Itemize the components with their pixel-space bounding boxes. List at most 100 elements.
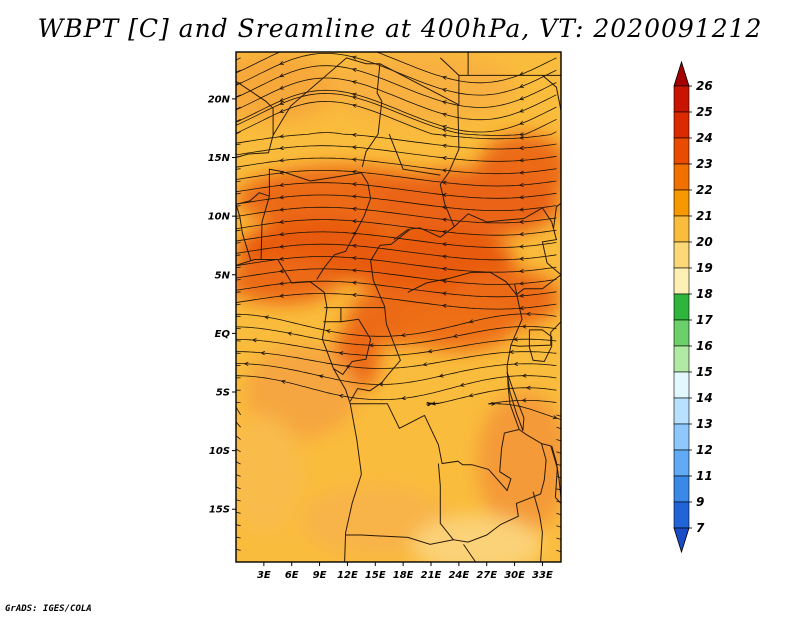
streamline	[236, 219, 557, 236]
wbpt-shade-region	[236, 415, 301, 533]
wbpt-shade-region	[477, 392, 561, 533]
streamline-arrow	[518, 244, 524, 249]
streamline	[236, 461, 241, 465]
streamline	[236, 254, 241, 256]
streamline	[236, 280, 557, 298]
streamline	[236, 511, 241, 514]
colorbar-segment	[673, 423, 690, 451]
streamline-arrow	[318, 374, 324, 379]
country-border	[510, 321, 561, 347]
streamline	[236, 268, 557, 285]
grads-credit: GrADS: IGES/COLA	[5, 604, 92, 614]
streamline	[236, 57, 241, 61]
streamline-arrow	[491, 401, 496, 407]
streamline-arrow	[519, 108, 524, 113]
colorbar-label: 19	[696, 261, 713, 275]
streamline	[236, 313, 557, 337]
lon-tick-label: 9E	[313, 570, 327, 581]
streamline-arrow	[518, 195, 524, 200]
country-border	[236, 80, 274, 158]
streamline	[236, 145, 557, 162]
country-border	[236, 192, 270, 205]
streamline-arrow	[441, 279, 447, 284]
streamline-arrow	[351, 182, 357, 187]
colorbar-label: 22	[696, 183, 713, 197]
country-border	[272, 57, 380, 136]
colorbar-segment	[673, 85, 690, 113]
streamline-arrow	[441, 112, 447, 117]
streamline-arrow	[351, 80, 357, 85]
streamline-arrow	[351, 194, 357, 199]
streamline	[236, 194, 557, 211]
streamline	[236, 293, 557, 310]
streamline	[236, 77, 557, 121]
streamline-arrow	[400, 395, 406, 401]
streamline-arrow	[441, 75, 447, 80]
lon-tick-label: 3E	[257, 570, 271, 581]
colorbar-label: 11	[696, 469, 713, 483]
streamline	[236, 231, 557, 248]
streamline	[236, 100, 557, 140]
streamline-arrow	[351, 256, 357, 261]
streamline	[236, 192, 241, 195]
colorbar-segment	[673, 189, 690, 217]
lon-tick-label: 6E	[285, 570, 299, 581]
country-border	[260, 196, 270, 260]
streamline-arrow	[278, 256, 284, 261]
streamline	[488, 400, 561, 420]
streamline-arrow	[426, 402, 432, 407]
colorbar-segment	[673, 267, 690, 295]
streamline-arrow	[351, 169, 357, 175]
streamline-arrow	[452, 333, 458, 338]
country-border	[506, 371, 525, 431]
streamline	[556, 549, 561, 553]
colorbar-label: 25	[696, 105, 713, 119]
streamline-arrow	[518, 293, 524, 298]
colorbar-segment	[673, 215, 690, 243]
streamline	[236, 206, 557, 224]
lon-tick-label: 24E	[448, 570, 469, 581]
streamline	[236, 486, 241, 490]
colorbar-segment	[673, 293, 690, 321]
country-border	[518, 429, 542, 445]
streamline-arrow	[278, 281, 284, 286]
streamline-arrow	[351, 243, 357, 248]
lat-tick-label: 15N	[208, 153, 231, 164]
streamline-arrow	[351, 55, 357, 60]
colorbar-top-triangle	[673, 60, 690, 87]
streamline-arrow	[518, 281, 524, 286]
streamline-arrow	[279, 73, 284, 78]
streamline	[236, 279, 241, 281]
streamline-arrow	[521, 373, 527, 378]
streamline-arrow	[518, 256, 524, 261]
colorbar-label: 17	[696, 313, 713, 327]
wbpt-shade-region	[403, 304, 515, 351]
streamline-arrow	[278, 182, 284, 188]
streamline	[236, 548, 241, 551]
streamline-arrow	[353, 44, 357, 47]
streamline-arrow	[351, 132, 357, 138]
streamline-arrow	[243, 361, 249, 366]
country-border	[551, 445, 561, 498]
streamline-arrow	[513, 361, 519, 367]
streamline-arrow	[351, 206, 357, 211]
streamline-arrow	[441, 128, 447, 133]
streamline-arrow	[279, 109, 284, 113]
colorbar-segment	[673, 111, 690, 139]
streamline-arrow	[351, 268, 357, 273]
colorbar-segment	[673, 163, 690, 191]
plot-area	[236, 44, 561, 562]
streamline-arrow	[279, 60, 284, 65]
country-border	[236, 204, 252, 261]
streamline-arrow	[441, 217, 447, 222]
streamline-arrow	[513, 337, 518, 342]
map-title: WBPT [C] and Sreamline at 400hPa, VT: 20…	[37, 14, 763, 43]
colorbar-segment	[673, 345, 690, 373]
lon-tick-label: 33E	[532, 570, 553, 581]
country-border	[532, 491, 543, 562]
streamline-arrow	[519, 120, 524, 125]
wbpt-shade-region	[245, 345, 357, 439]
streamline-arrow	[438, 373, 444, 378]
colorbar-segment	[673, 501, 690, 529]
colorbar-segment	[673, 319, 690, 347]
